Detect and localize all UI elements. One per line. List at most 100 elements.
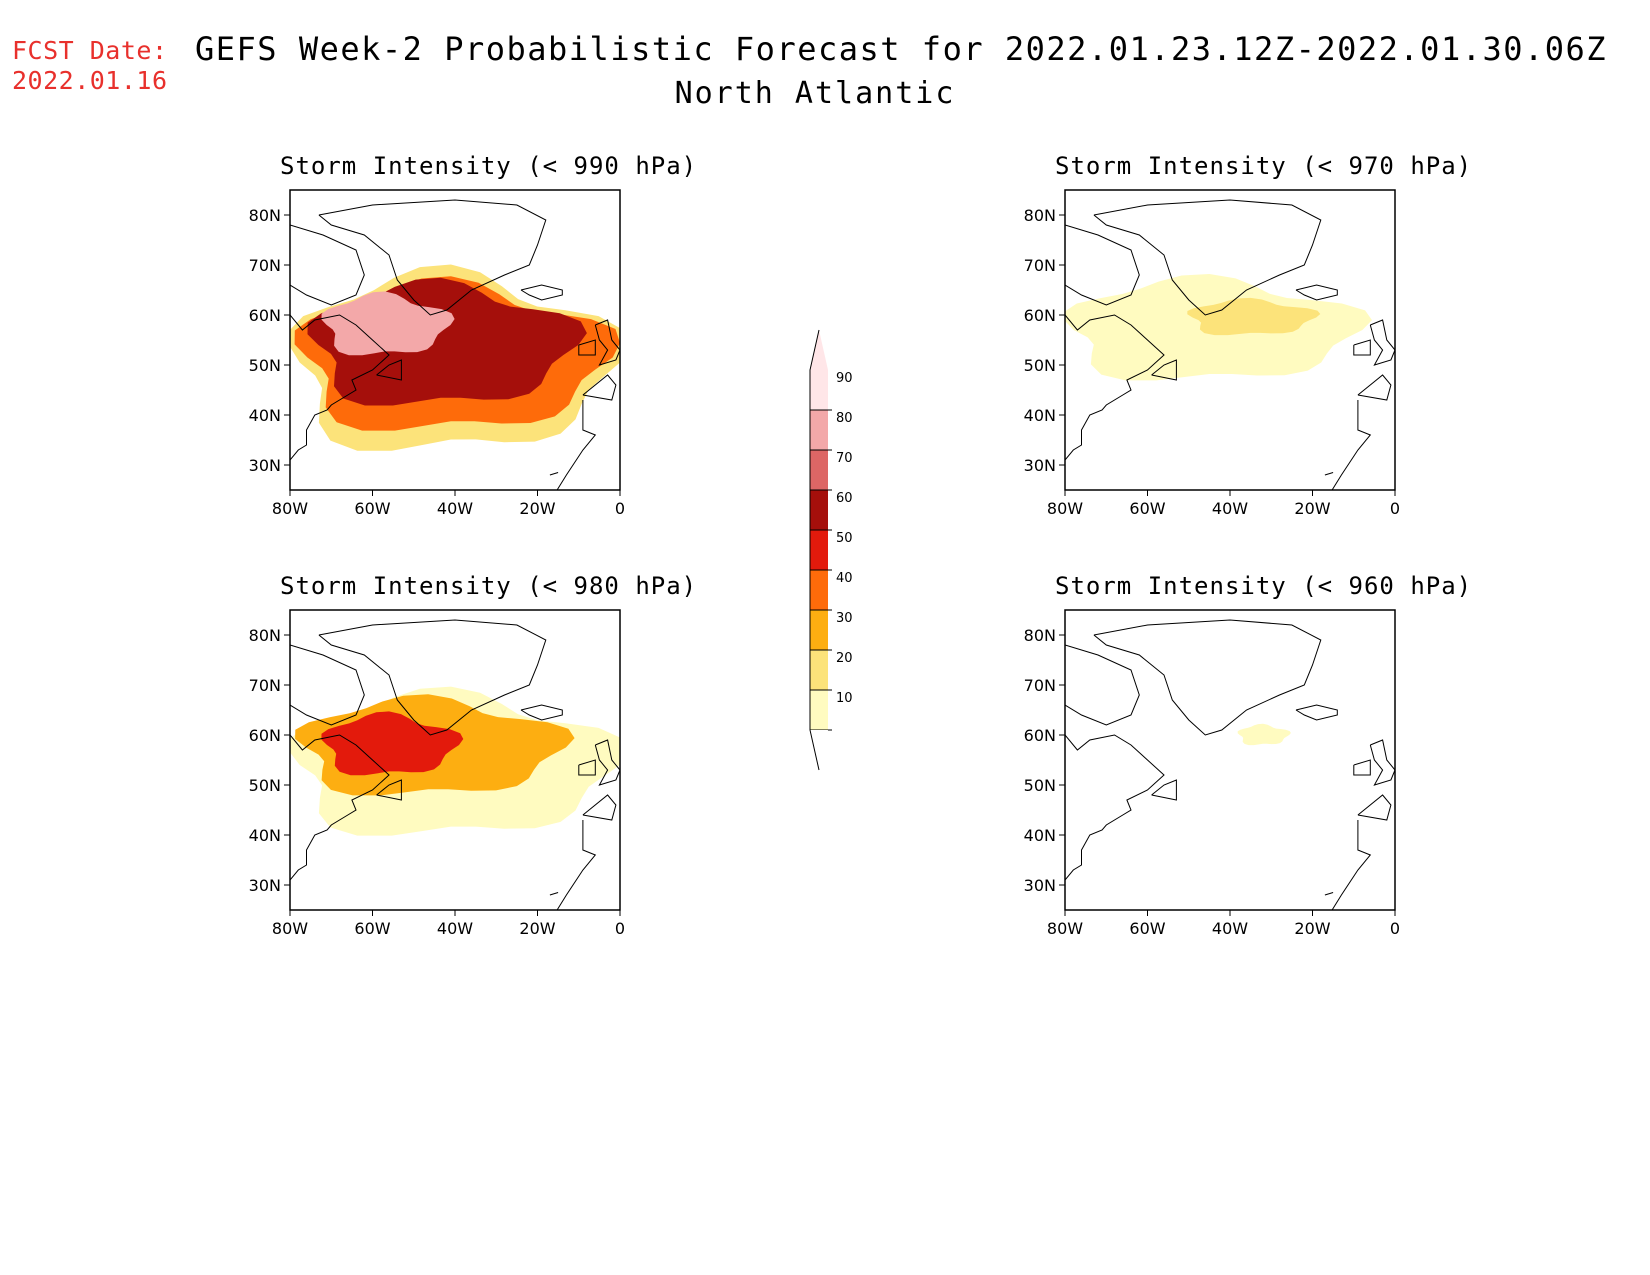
coastline bbox=[290, 644, 365, 726]
coastline bbox=[290, 314, 390, 470]
coastline bbox=[549, 892, 559, 896]
colorbar-label: 30 bbox=[836, 611, 853, 626]
panel-title-960: Storm Intensity (< 960 hPa) bbox=[1055, 572, 1473, 600]
lon-tick-label: 20W bbox=[519, 499, 555, 518]
probability-shading bbox=[290, 619, 620, 910]
lat-tick-label: 50N bbox=[249, 356, 281, 375]
map-frame bbox=[1064, 609, 1396, 911]
lon-tick-label: 60W bbox=[354, 499, 390, 518]
coastline bbox=[1331, 400, 1372, 490]
colorbar-label: 70 bbox=[836, 451, 853, 466]
coastline bbox=[556, 820, 597, 910]
colorbar-top-triangle bbox=[810, 330, 828, 370]
coastline bbox=[1093, 619, 1322, 736]
coastline bbox=[1353, 339, 1371, 356]
page-subtitle: North Atlantic bbox=[0, 76, 1650, 111]
lon-tick-label: 40W bbox=[1212, 499, 1248, 518]
map-panel-990: 80N 70N 60N 50N 40N 30N 80W 60W 40W 20W 0 bbox=[249, 189, 625, 518]
map-panel-980: 80N 70N 60N 50N 40N 30N 80W 60W 40W 20W 0 bbox=[249, 609, 625, 938]
panel-title-990: Storm Intensity (< 990 hPa) bbox=[280, 152, 698, 180]
page-title: GEFS Week-2 Probabilistic Forecast for 2… bbox=[195, 30, 1608, 68]
shaded-area-20 bbox=[1187, 297, 1321, 336]
lat-tick-label: 40N bbox=[1024, 826, 1056, 845]
panel-title-970: Storm Intensity (< 970 hPa) bbox=[1055, 152, 1473, 180]
shaded-area-50 bbox=[321, 711, 464, 776]
lat-tick-label: 60N bbox=[249, 726, 281, 745]
coastline bbox=[1331, 820, 1372, 910]
forecast-date: FCST Date: 2022.01.16 bbox=[12, 36, 168, 96]
lon-tick-label: 80W bbox=[1047, 919, 1083, 938]
forecast-date-value: 2022.01.16 bbox=[12, 66, 168, 95]
coastline bbox=[290, 734, 390, 890]
colorbar-label: 80 bbox=[836, 411, 853, 426]
colorbar-segment-80 bbox=[810, 410, 828, 450]
lat-tick-label: 80N bbox=[1024, 626, 1056, 645]
lat-tick-label: 30N bbox=[1024, 876, 1056, 895]
coastline bbox=[549, 472, 559, 476]
colorbar-segment-70 bbox=[810, 450, 828, 490]
coastline bbox=[1353, 759, 1371, 776]
lon-tick-label: 0 bbox=[615, 499, 625, 518]
coastline bbox=[318, 199, 547, 316]
colorbar-segment-50 bbox=[810, 530, 828, 570]
coastline bbox=[1324, 472, 1334, 476]
lon-tick-label: 20W bbox=[519, 919, 555, 938]
lat-tick-label: 80N bbox=[1024, 206, 1056, 225]
coastline bbox=[1151, 359, 1177, 381]
coastline bbox=[1324, 892, 1334, 896]
lon-tick-label: 60W bbox=[1129, 919, 1165, 938]
map-panel-960: 80N 70N 60N 50N 40N 30N 80W 60W 40W 20W 0 bbox=[1024, 609, 1400, 938]
lon-tick-label: 40W bbox=[1212, 919, 1248, 938]
lat-tick-label: 50N bbox=[1024, 356, 1056, 375]
lat-tick-label: 70N bbox=[1024, 676, 1056, 695]
region-label: North Atlantic bbox=[674, 76, 956, 111]
coastline bbox=[1357, 794, 1392, 821]
lat-tick-label: 30N bbox=[1024, 456, 1056, 475]
colorbar-segment-30 bbox=[810, 610, 828, 650]
colorbar-outline bbox=[809, 329, 820, 771]
colorbar: 10 20 30 40 50 60 70 80 90 bbox=[809, 329, 853, 771]
coastline bbox=[376, 779, 402, 801]
lon-tick-label: 0 bbox=[615, 919, 625, 938]
coastline bbox=[578, 759, 596, 776]
coastline bbox=[578, 339, 596, 356]
coastline bbox=[1295, 704, 1338, 721]
lat-tick-label: 60N bbox=[1024, 306, 1056, 325]
coastline bbox=[376, 359, 402, 381]
lat-tick-label: 60N bbox=[1024, 726, 1056, 745]
lat-tick-label: 50N bbox=[249, 776, 281, 795]
lon-tick-label: 40W bbox=[437, 499, 473, 518]
coastline bbox=[290, 224, 365, 306]
coastline bbox=[1151, 779, 1177, 801]
lat-tick-label: 70N bbox=[249, 676, 281, 695]
forecast-date-label: FCST Date: bbox=[12, 36, 168, 65]
coastline bbox=[1369, 319, 1395, 366]
lon-tick-label: 0 bbox=[1390, 499, 1400, 518]
lat-tick-label: 30N bbox=[249, 456, 281, 475]
lat-tick-label: 60N bbox=[249, 306, 281, 325]
lon-tick-label: 80W bbox=[272, 499, 308, 518]
lon-tick-label: 20W bbox=[1294, 919, 1330, 938]
lon-tick-label: 60W bbox=[1129, 499, 1165, 518]
coastline bbox=[582, 374, 617, 401]
lat-tick-label: 40N bbox=[249, 826, 281, 845]
coastline bbox=[1369, 739, 1395, 786]
coastline bbox=[582, 794, 617, 821]
lon-tick-label: 0 bbox=[1390, 919, 1400, 938]
coastline bbox=[520, 704, 563, 721]
lon-tick-label: 40W bbox=[437, 919, 473, 938]
panel-title-980: Storm Intensity (< 980 hPa) bbox=[280, 572, 698, 600]
lon-tick-label: 80W bbox=[1047, 499, 1083, 518]
coastline bbox=[1065, 644, 1140, 726]
colorbar-label: 20 bbox=[836, 651, 853, 666]
lat-tick-label: 80N bbox=[249, 626, 281, 645]
lat-tick-label: 80N bbox=[249, 206, 281, 225]
probability-shading bbox=[1065, 619, 1395, 910]
lat-tick-label: 70N bbox=[249, 256, 281, 275]
coastline bbox=[1357, 374, 1392, 401]
coastline bbox=[1065, 314, 1165, 470]
coastline bbox=[1093, 199, 1322, 316]
shaded-area-10 bbox=[1237, 723, 1291, 746]
coastline bbox=[1295, 284, 1338, 301]
lat-tick-label: 30N bbox=[249, 876, 281, 895]
